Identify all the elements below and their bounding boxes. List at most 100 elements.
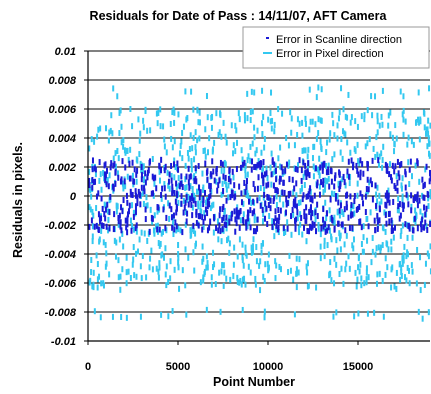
point-scanline — [316, 182, 319, 189]
point-scanline — [356, 205, 359, 212]
point-scanline — [124, 217, 127, 224]
point-scanline — [159, 167, 162, 174]
point-scanline — [377, 157, 380, 164]
point-pixel — [417, 116, 420, 123]
point-scanline — [168, 171, 171, 178]
point-pixel — [328, 227, 331, 234]
point-scanline — [108, 209, 111, 216]
point-pixel — [411, 268, 414, 275]
point-pixel — [119, 107, 122, 114]
point-pixel — [153, 230, 156, 237]
point-pixel — [249, 196, 252, 203]
point-scanline — [225, 214, 228, 221]
point-scanline — [281, 168, 284, 175]
point-pixel — [383, 209, 386, 216]
point-scanline — [109, 164, 112, 171]
point-pixel — [93, 308, 96, 315]
point-scanline — [204, 206, 207, 213]
point-pixel — [226, 220, 229, 227]
point-pixel — [166, 169, 169, 176]
point-scanline — [171, 224, 174, 231]
point-pixel — [295, 270, 298, 277]
point-scanline — [148, 159, 151, 166]
point-scanline — [248, 198, 251, 205]
point-pixel — [213, 261, 216, 268]
point-scanline — [258, 161, 261, 168]
point-pixel — [354, 118, 357, 125]
point-pixel — [356, 180, 359, 187]
point-pixel — [389, 109, 392, 116]
point-scanline — [359, 218, 362, 225]
point-scanline — [294, 223, 297, 230]
point-scanline — [124, 164, 127, 171]
point-scanline — [367, 186, 370, 193]
point-scanline — [428, 178, 431, 185]
point-pixel — [157, 274, 160, 281]
point-scanline — [330, 214, 333, 221]
point-pixel — [347, 253, 350, 260]
point-pixel — [273, 128, 276, 135]
point-scanline — [199, 189, 202, 196]
point-scanline — [90, 217, 93, 224]
point-pixel — [131, 202, 134, 209]
point-scanline — [414, 194, 417, 201]
point-scanline — [256, 197, 259, 204]
point-scanline — [91, 157, 94, 164]
point-pixel — [171, 144, 174, 151]
point-pixel — [362, 248, 365, 255]
point-pixel — [201, 196, 204, 203]
point-pixel — [287, 269, 290, 276]
point-scanline — [181, 229, 184, 236]
point-pixel — [427, 203, 430, 210]
point-pixel — [417, 308, 420, 315]
point-pixel — [374, 153, 377, 160]
point-scanline — [266, 221, 269, 228]
point-scanline — [327, 166, 330, 173]
point-pixel — [313, 165, 316, 172]
point-scanline — [235, 220, 238, 227]
point-pixel — [317, 116, 320, 123]
point-pixel — [104, 263, 107, 270]
point-pixel — [129, 106, 132, 113]
point-pixel — [316, 166, 319, 173]
point-scanline — [170, 162, 173, 169]
point-pixel — [333, 132, 336, 139]
y-tick-label: -0.002 — [45, 220, 76, 232]
point-scanline — [202, 196, 205, 203]
point-pixel — [306, 260, 309, 267]
point-pixel — [302, 147, 305, 154]
point-pixel — [328, 136, 331, 143]
point-pixel — [154, 223, 157, 230]
point-pixel — [227, 235, 230, 242]
point-scanline — [123, 178, 126, 185]
legend-entry-scanline: Error in Scanline direction — [266, 34, 402, 46]
point-scanline — [384, 161, 387, 168]
point-scanline — [158, 226, 161, 233]
point-scanline — [422, 183, 425, 190]
point-pixel — [429, 189, 431, 196]
point-scanline — [350, 157, 353, 164]
point-scanline — [357, 171, 360, 178]
point-scanline — [206, 227, 209, 234]
point-pixel — [111, 130, 114, 137]
point-pixel — [292, 189, 295, 196]
point-pixel — [366, 237, 369, 244]
point-pixel — [205, 93, 208, 100]
point-scanline — [230, 215, 233, 222]
point-pixel — [140, 167, 143, 174]
point-pixel — [160, 230, 163, 237]
point-pixel — [139, 263, 142, 270]
point-pixel — [135, 250, 138, 257]
point-pixel — [236, 139, 239, 146]
point-scanline — [344, 227, 347, 234]
point-scanline — [191, 212, 194, 219]
point-pixel — [210, 281, 213, 288]
point-pixel — [262, 113, 265, 120]
point-pixel — [262, 165, 265, 172]
point-pixel — [227, 194, 230, 201]
point-scanline — [138, 192, 141, 199]
point-scanline — [256, 162, 259, 169]
point-pixel — [421, 315, 424, 322]
point-pixel — [167, 279, 170, 286]
point-pixel — [295, 255, 298, 262]
